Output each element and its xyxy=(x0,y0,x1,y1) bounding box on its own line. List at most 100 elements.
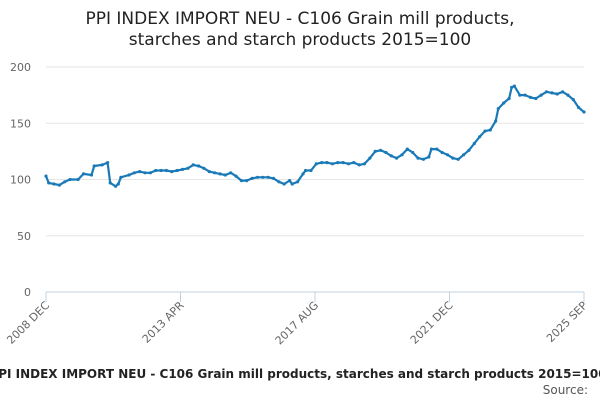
data-point[interactable] xyxy=(213,171,217,175)
data-point[interactable] xyxy=(52,182,56,186)
data-point[interactable] xyxy=(288,179,292,183)
data-point[interactable] xyxy=(245,179,249,183)
data-point[interactable] xyxy=(250,176,254,180)
data-point[interactable] xyxy=(400,153,404,157)
data-point[interactable] xyxy=(357,163,361,167)
data-point[interactable] xyxy=(132,171,136,175)
data-point[interactable] xyxy=(544,90,549,94)
data-point[interactable] xyxy=(47,181,51,185)
data-point[interactable] xyxy=(218,172,222,176)
data-point[interactable] xyxy=(282,182,286,186)
data-point[interactable] xyxy=(411,150,415,155)
data-point[interactable] xyxy=(309,168,313,173)
data-point[interactable] xyxy=(197,164,201,168)
data-point[interactable] xyxy=(421,157,425,161)
data-point[interactable] xyxy=(223,173,227,177)
data-point[interactable] xyxy=(164,168,168,173)
data-point[interactable] xyxy=(384,150,388,155)
data-point[interactable] xyxy=(483,129,487,133)
data-point[interactable] xyxy=(239,179,243,183)
data-point[interactable] xyxy=(346,162,351,166)
data-point[interactable] xyxy=(100,163,104,167)
data-point[interactable] xyxy=(451,156,455,160)
data-point[interactable] xyxy=(320,161,324,165)
data-point[interactable] xyxy=(373,149,377,153)
data-point[interactable] xyxy=(534,96,538,101)
data-point[interactable] xyxy=(127,173,131,177)
data-point[interactable] xyxy=(76,177,80,182)
data-point[interactable] xyxy=(154,168,158,173)
source-label[interactable]: Source: xyxy=(543,383,588,397)
data-point[interactable] xyxy=(277,180,281,184)
data-point[interactable] xyxy=(271,176,276,180)
data-point[interactable] xyxy=(435,147,439,151)
data-point[interactable] xyxy=(170,170,174,174)
data-point[interactable] xyxy=(159,168,163,173)
data-point[interactable] xyxy=(106,161,110,165)
data-point[interactable] xyxy=(336,161,340,165)
data-point[interactable] xyxy=(108,181,112,185)
data-point[interactable] xyxy=(472,141,476,146)
data-point[interactable] xyxy=(502,101,506,105)
data-point[interactable] xyxy=(510,85,514,89)
data-point[interactable] xyxy=(395,156,399,160)
data-point[interactable] xyxy=(518,93,522,97)
data-point[interactable] xyxy=(478,135,482,139)
data-point[interactable] xyxy=(202,166,206,170)
data-point[interactable] xyxy=(494,119,498,123)
data-point[interactable] xyxy=(119,175,123,179)
data-point[interactable] xyxy=(148,171,152,175)
data-point[interactable] xyxy=(496,107,500,111)
data-point[interactable] xyxy=(577,105,581,110)
data-point[interactable] xyxy=(571,98,575,102)
data-point[interactable] xyxy=(314,162,318,166)
data-point[interactable] xyxy=(416,156,420,160)
data-point[interactable] xyxy=(362,162,367,166)
data-point[interactable] xyxy=(582,110,586,114)
data-point[interactable] xyxy=(175,168,179,173)
data-point[interactable] xyxy=(405,147,409,151)
data-point[interactable] xyxy=(389,154,393,158)
data-point[interactable] xyxy=(440,150,444,155)
data-point[interactable] xyxy=(561,90,565,94)
data-point[interactable] xyxy=(352,161,356,165)
data-point[interactable] xyxy=(555,92,559,96)
data-point[interactable] xyxy=(467,148,471,152)
data-point[interactable] xyxy=(427,155,431,159)
data-point[interactable] xyxy=(507,96,511,101)
data-point[interactable] xyxy=(429,147,433,151)
data-point[interactable] xyxy=(234,174,238,178)
data-point[interactable] xyxy=(539,93,543,97)
data-point[interactable] xyxy=(550,91,554,95)
data-point[interactable] xyxy=(566,93,570,97)
data-point[interactable] xyxy=(57,183,62,187)
data-point[interactable] xyxy=(379,148,383,152)
data-point[interactable] xyxy=(523,93,527,97)
data-point[interactable] xyxy=(290,182,294,186)
data-point[interactable] xyxy=(44,174,48,178)
data-point[interactable] xyxy=(445,153,450,157)
data-point[interactable] xyxy=(81,172,86,176)
data-point[interactable] xyxy=(368,156,372,160)
data-point[interactable] xyxy=(186,166,190,170)
data-point[interactable] xyxy=(138,170,142,174)
data-point[interactable] xyxy=(143,171,147,175)
data-point[interactable] xyxy=(462,153,466,157)
data-point[interactable] xyxy=(114,184,118,188)
data-point[interactable] xyxy=(255,175,260,179)
data-point[interactable] xyxy=(456,157,460,161)
data-point[interactable] xyxy=(207,170,211,174)
data-point[interactable] xyxy=(68,177,72,182)
data-point[interactable] xyxy=(330,162,334,166)
data-point[interactable] xyxy=(261,175,265,179)
data-point[interactable] xyxy=(92,164,96,168)
data-point[interactable] xyxy=(341,161,345,165)
data-point[interactable] xyxy=(512,84,517,88)
data-point[interactable] xyxy=(191,163,195,167)
data-point[interactable] xyxy=(266,175,270,179)
data-point[interactable] xyxy=(116,182,120,186)
data-point[interactable] xyxy=(63,180,67,184)
data-point[interactable] xyxy=(89,173,94,177)
data-point[interactable] xyxy=(488,128,492,132)
data-point[interactable] xyxy=(301,172,305,176)
